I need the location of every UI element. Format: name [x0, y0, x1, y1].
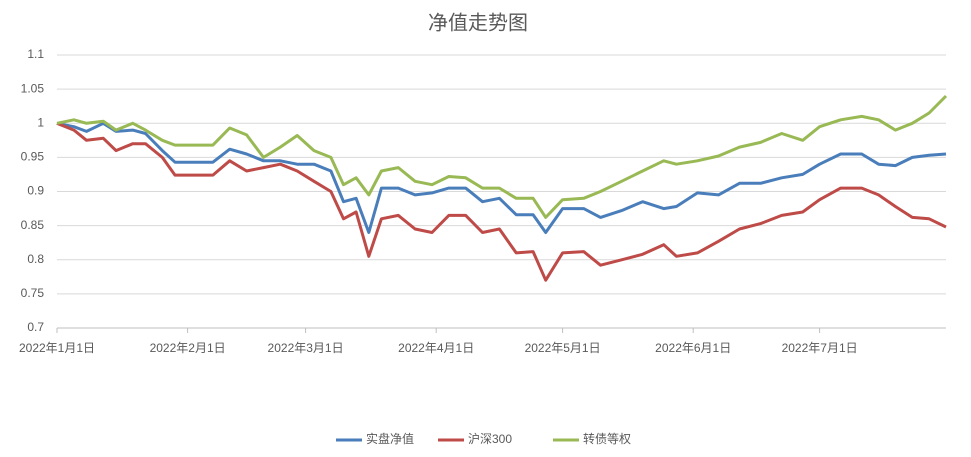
x-tick-label: 2022年5月1日 — [525, 341, 601, 355]
legend-label: 实盘净值 — [366, 431, 414, 446]
x-tick-label: 2022年7月1日 — [782, 341, 858, 355]
series-line — [56, 94, 948, 219]
x-tick-label: 2022年6月1日 — [655, 341, 731, 355]
legend-label: 沪深300 — [468, 432, 512, 446]
series-line — [56, 121, 947, 234]
y-tick-label: 0.9 — [27, 184, 44, 198]
x-tick-label: 2022年4月1日 — [398, 341, 474, 355]
y-tick-label: 1.1 — [27, 47, 44, 61]
y-tick-label: 1.05 — [21, 81, 45, 95]
x-tick-label: 2022年2月1日 — [150, 341, 226, 355]
legend-label: 转债等权 — [583, 431, 631, 446]
series-line — [56, 121, 947, 282]
chart-title: 净值走势图 — [428, 11, 528, 34]
y-tick-label: 0.75 — [21, 286, 45, 300]
y-tick-label: 0.95 — [21, 150, 45, 164]
y-tick-label: 0.85 — [21, 218, 45, 232]
y-tick-label: 1 — [37, 115, 44, 129]
x-tick-label: 2022年1月1日 — [19, 341, 95, 355]
x-tick-label: 2022年3月1日 — [268, 341, 344, 355]
y-tick-label: 0.8 — [27, 252, 44, 266]
y-tick-label: 0.7 — [27, 320, 44, 334]
